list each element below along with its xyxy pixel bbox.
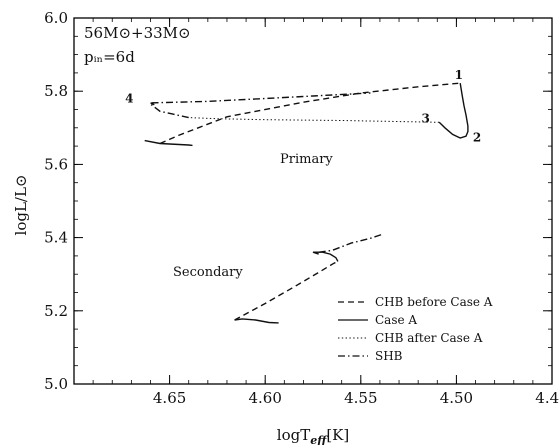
series-line-primary-solid [144,139,193,147]
x-tick-label: 4.45 [535,389,559,407]
point-label-2: 2 [473,130,481,144]
x-axis-title-main: logT [277,426,310,444]
period-label: pᵢₙ=6d [84,48,135,66]
y-tick-label: 6.0 [44,9,68,27]
series-line-primary-dashdot [149,92,371,119]
legend: CHB before Case A Case A CHB after Case A S… [338,295,493,363]
series-line-secondary-solid [312,251,339,262]
x-tick-label: 4.55 [344,389,377,407]
axis-tick-labels: 4.65 4.60 4.55 4.50 4.45 5.0 5.2 5.4 5.6 5.8 6.0 [44,9,559,407]
secondary-label: Secondary [173,265,243,280]
plot-frame [73,17,553,385]
y-tick-label: 5.8 [44,82,68,100]
series-line-primary-dashed [159,82,461,145]
series-line-primary-solid [438,82,469,139]
y-tick-label: 5.4 [44,229,68,247]
series-group [144,82,469,324]
y-axis-title: logL/L⊙ [12,175,30,236]
y-tick-label: 5.2 [44,302,68,320]
axis-ticks [73,17,553,385]
legend-label: CHB before Case A [375,295,493,309]
x-axis-title-unit: [K] [326,426,349,444]
x-axis-title-sub: eff [310,434,328,445]
series-line-secondary-dashed [234,260,339,321]
point-label-3: 3 [422,111,430,125]
series-line-primary-dotted [188,117,440,123]
point-label-4: 4 [125,91,133,105]
primary-label: Primary [280,152,333,167]
system-label: 56M⊙+33M⊙ [84,24,191,42]
legend-label: SHB [375,349,403,363]
x-tick-label: 4.50 [440,389,473,407]
point-labels: 1 2 3 4 [125,68,481,144]
legend-label: CHB after Case A [375,331,483,345]
legend-label: Case A [375,313,417,327]
x-tick-label: 4.65 [153,389,186,407]
y-tick-label: 5.6 [44,155,68,173]
point-label-1: 1 [455,68,463,82]
series-line-secondary-solid [234,318,279,324]
x-tick-label: 4.60 [248,389,281,407]
y-tick-label: 5.0 [44,375,68,393]
series-line-secondary-dashdot [318,233,384,253]
x-axis-title: logTeff[K] [277,426,349,445]
series-line-primary-dashdot [150,102,155,106]
